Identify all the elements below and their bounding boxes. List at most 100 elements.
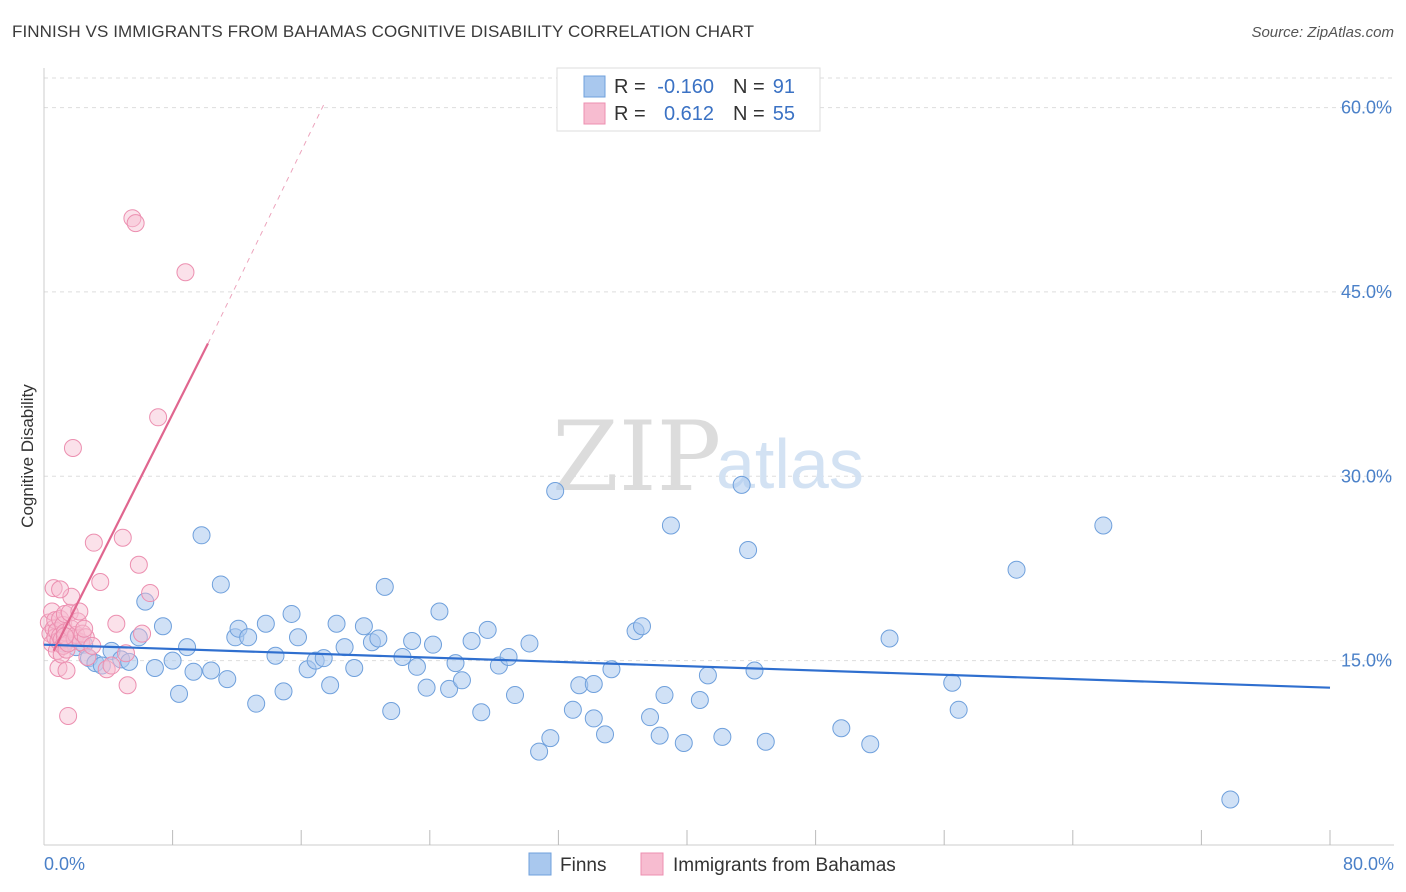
y-tick-labels: 15.0% 30.0% 45.0% 60.0%	[1341, 98, 1392, 671]
finns-point	[163, 651, 182, 670]
legend-swatch-finns	[583, 75, 606, 98]
finns-point	[541, 729, 560, 748]
finns-point	[943, 673, 962, 692]
finns-point	[698, 666, 717, 685]
finns-point	[505, 686, 524, 705]
watermark: ZIP atlas	[552, 401, 864, 513]
y-tick-label: 30.0%	[1341, 466, 1392, 486]
legend-n-value-finns: 91	[773, 76, 795, 98]
finns-point	[655, 686, 674, 705]
finns-point	[632, 617, 651, 636]
finns-point	[184, 662, 203, 681]
bahamas-point	[123, 209, 142, 228]
finns-point	[478, 620, 497, 639]
bahamas-point	[141, 584, 160, 603]
finns-point	[129, 628, 148, 647]
finns-point	[314, 649, 333, 668]
finns-point	[690, 690, 709, 709]
finns-point	[1094, 516, 1113, 535]
finns-point	[321, 676, 340, 695]
finns-point	[499, 647, 518, 666]
y-tick-label: 15.0%	[1341, 651, 1392, 671]
finns-point	[136, 592, 155, 611]
bottom-legend-swatch-finns	[528, 852, 552, 876]
finns-point	[92, 656, 111, 675]
bahamas-point	[113, 528, 132, 547]
finns-point	[1007, 560, 1026, 579]
bottom-legend-swatch-bahamas	[640, 852, 664, 876]
bahamas-trend-extension	[207, 101, 326, 344]
finns-point	[256, 614, 275, 633]
legend-r-label-bahamas: R =	[614, 103, 646, 125]
finns-point	[417, 678, 436, 697]
finns-point	[1221, 790, 1240, 809]
bahamas-point	[116, 644, 135, 663]
finns-point	[288, 628, 307, 647]
finns-point	[563, 700, 582, 719]
finns-point	[520, 634, 539, 653]
x-tick-label-min: 0.0%	[44, 854, 85, 874]
bottom-legend-label-bahamas: Immigrants from Bahamas	[673, 855, 896, 876]
finns-point	[832, 719, 851, 738]
bottom-legend-label-finns: Finns	[560, 855, 606, 876]
correlation-legend: R = -0.160 N = 91 R = 0.612 N = 55	[556, 67, 821, 132]
finns-point	[732, 475, 751, 494]
bahamas-point	[57, 661, 76, 680]
finns-point	[713, 727, 732, 746]
finns-point	[462, 631, 481, 650]
trend-lines	[43, 101, 1331, 689]
y-tick-label: 45.0%	[1341, 282, 1392, 302]
finns-point	[745, 661, 764, 680]
finns-trend-line	[43, 643, 1331, 689]
finns-point	[382, 702, 401, 721]
finns-point	[424, 635, 443, 654]
source-credit: Source: ZipAtlas.com	[1251, 24, 1394, 41]
finns-point	[327, 614, 346, 633]
finns-point	[674, 733, 693, 752]
finns-point	[880, 629, 899, 648]
legend-r-value-finns: -0.160	[657, 76, 714, 98]
bahamas-point	[84, 533, 103, 552]
finns-point	[430, 602, 449, 621]
legend-r-value-bahamas: 0.612	[664, 103, 714, 125]
finns-point	[247, 694, 266, 713]
finns-point	[530, 742, 549, 761]
finns-point	[145, 659, 164, 678]
watermark-zip: ZIP	[552, 401, 721, 513]
finns-point	[641, 708, 660, 727]
finns-point	[756, 732, 775, 751]
series-legend: Finns Immigrants from Bahamas	[528, 852, 896, 876]
bahamas-point	[97, 660, 116, 679]
finns-point	[218, 670, 237, 689]
finns-point	[375, 577, 394, 596]
finns-point	[949, 700, 968, 719]
x-tick-label-max: 80.0%	[1343, 854, 1394, 874]
finns-point	[202, 661, 221, 680]
finns-point	[650, 726, 669, 745]
finns-point	[282, 604, 301, 623]
finns-point	[211, 575, 230, 594]
x-axis-ticks	[172, 830, 1331, 845]
bahamas-point	[63, 439, 82, 458]
bahamas-point	[126, 214, 145, 233]
finns-point	[440, 679, 459, 698]
chart-title: FINNISH VS IMMIGRANTS FROM BAHAMAS COGNI…	[12, 22, 755, 41]
bahamas-point	[78, 647, 97, 666]
finns-point	[403, 631, 422, 650]
finns-point	[596, 725, 615, 744]
finns-point	[345, 659, 364, 678]
finns-point	[584, 674, 603, 693]
finns-point	[369, 629, 388, 648]
finns-point	[472, 703, 491, 722]
finns-point	[584, 709, 603, 728]
bahamas-point	[44, 579, 63, 598]
finns-point	[274, 682, 293, 701]
finns-point	[661, 516, 680, 535]
bahamas-point	[75, 619, 94, 638]
legend-n-label-bahamas: N =	[733, 103, 765, 125]
finns-point	[192, 526, 211, 545]
finns-point	[354, 617, 373, 636]
bahamas-point	[59, 706, 78, 725]
finns-point	[602, 660, 621, 679]
bahamas-point	[51, 580, 70, 599]
